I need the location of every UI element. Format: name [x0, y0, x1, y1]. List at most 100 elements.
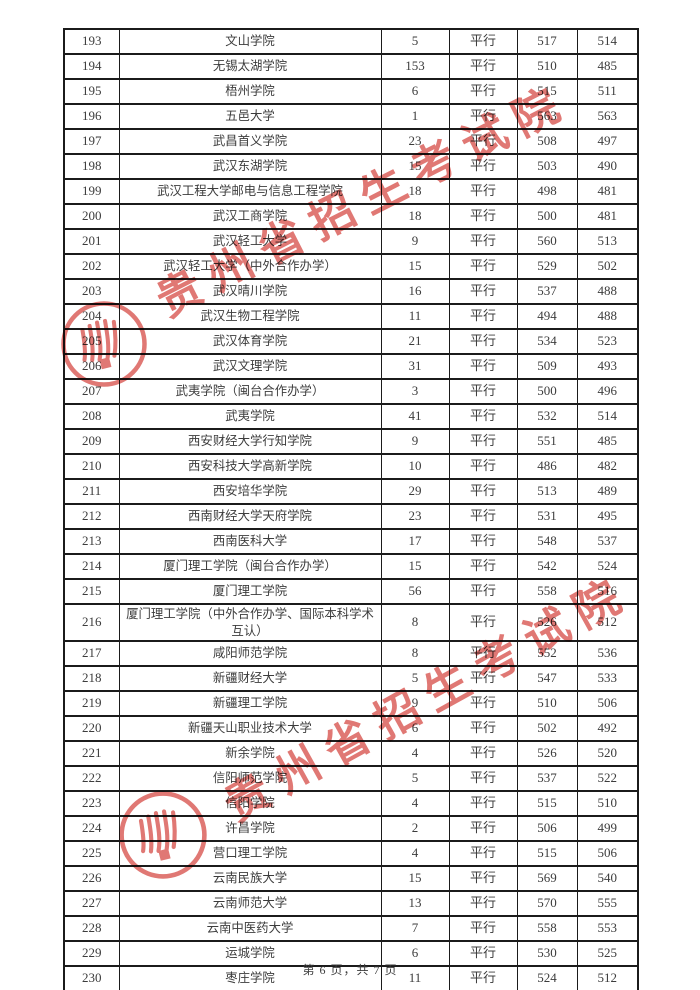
table-cell: 4 [380, 840, 450, 867]
table-cell: 537 [576, 528, 639, 555]
table-cell: 508 [516, 128, 578, 155]
table-cell: 平行 [448, 890, 518, 917]
table-row: 228 云南中医药大学 7 平行 558 553 [63, 915, 639, 942]
table-cell: 204 [63, 303, 120, 330]
table-cell: 云南民族大学 [118, 865, 382, 892]
table-cell: 506 [516, 815, 578, 842]
table-cell: 199 [63, 178, 120, 205]
table-cell: 495 [576, 503, 639, 530]
table-cell: 220 [63, 715, 120, 742]
table-cell: 553 [576, 915, 639, 942]
table-cell: 515 [516, 790, 578, 817]
table-cell: 15 [380, 865, 450, 892]
table-cell: 513 [516, 478, 578, 505]
table-row: 213 西南医科大学 17 平行 548 537 [63, 528, 639, 555]
table-cell: 梧州学院 [118, 78, 382, 105]
table-cell: 485 [576, 428, 639, 455]
table-cell: 481 [576, 178, 639, 205]
table-row: 221 新余学院 4 平行 526 520 [63, 740, 639, 767]
table-row: 194 无锡太湖学院 153 平行 510 485 [63, 53, 639, 80]
table-cell: 525 [576, 940, 639, 967]
table-cell: 平行 [448, 503, 518, 530]
page-footer: 第 6 页，共 7 页 [302, 963, 398, 977]
table-cell: 560 [516, 228, 578, 255]
table-cell: 31 [380, 353, 450, 380]
table-cell: 510 [576, 790, 639, 817]
table-cell: 515 [516, 78, 578, 105]
table-cell: 209 [63, 428, 120, 455]
table-row: 197 武昌首义学院 23 平行 508 497 [63, 128, 639, 155]
table-cell: 平行 [448, 765, 518, 792]
table-cell: 1 [380, 103, 450, 130]
table-cell: 502 [576, 253, 639, 280]
table-cell: 平行 [448, 53, 518, 80]
table-cell: 新疆天山职业技术大学 [118, 715, 382, 742]
table-cell: 522 [576, 765, 639, 792]
table-cell: 武汉晴川学院 [118, 278, 382, 305]
table-cell: 平行 [448, 690, 518, 717]
table-cell: 平行 [448, 965, 518, 990]
table-cell: 494 [516, 303, 578, 330]
table-cell: 229 [63, 940, 120, 967]
table-cell: 218 [63, 665, 120, 692]
table-cell: 西安财经大学行知学院 [118, 428, 382, 455]
table-cell: 7 [380, 915, 450, 942]
table-cell: 481 [576, 203, 639, 230]
table-body: 193 文山学院 5 平行 517 514 194 无锡太湖学院 153 平行 510 485 195 梧… [63, 28, 639, 990]
table-cell: 武夷学院 [118, 403, 382, 430]
table-cell: 207 [63, 378, 120, 405]
table-cell: 563 [516, 103, 578, 130]
table-cell: 平行 [448, 78, 518, 105]
table-cell: 570 [516, 890, 578, 917]
table-cell: 213 [63, 528, 120, 555]
table-cell: 500 [516, 203, 578, 230]
table-row: 217 咸阳师范学院 8 平行 552 536 [63, 640, 639, 667]
table-cell: 500 [516, 378, 578, 405]
table-cell: 208 [63, 403, 120, 430]
table-cell: 222 [63, 765, 120, 792]
table-cell: 526 [516, 740, 578, 767]
table-cell: 9 [380, 428, 450, 455]
table-cell: 13 [380, 890, 450, 917]
table-cell: 534 [516, 328, 578, 355]
table-row: 222 信阳师范学院 5 平行 537 522 [63, 765, 639, 792]
table-cell: 许昌学院 [118, 815, 382, 842]
table-cell: 16 [380, 278, 450, 305]
table-cell: 226 [63, 865, 120, 892]
table-cell: 41 [380, 403, 450, 430]
table-cell: 新疆财经大学 [118, 665, 382, 692]
table-cell: 平行 [448, 478, 518, 505]
table-cell: 武汉轻工大学 [118, 228, 382, 255]
table-cell: 15 [380, 253, 450, 280]
table-cell: 23 [380, 503, 450, 530]
table-cell: 219 [63, 690, 120, 717]
table-cell: 489 [576, 478, 639, 505]
table-cell: 平行 [448, 640, 518, 667]
table-cell: 536 [576, 640, 639, 667]
table-cell: 513 [576, 228, 639, 255]
table-cell: 平行 [448, 253, 518, 280]
table-cell: 499 [576, 815, 639, 842]
table-row: 212 西南财经大学天府学院 23 平行 531 495 [63, 503, 639, 530]
table-cell: 56 [380, 578, 450, 605]
table-cell: 497 [576, 128, 639, 155]
table-cell: 206 [63, 353, 120, 380]
table-cell: 558 [516, 915, 578, 942]
table-cell: 531 [516, 503, 578, 530]
table-cell: 平行 [448, 865, 518, 892]
table-cell: 516 [576, 578, 639, 605]
table-cell: 4 [380, 740, 450, 767]
table-row: 201 武汉轻工大学 9 平行 560 513 [63, 228, 639, 255]
table-cell: 225 [63, 840, 120, 867]
table-cell: 215 [63, 578, 120, 605]
table-cell: 平行 [448, 453, 518, 480]
table-cell: 平行 [448, 578, 518, 605]
table-cell: 217 [63, 640, 120, 667]
table-row: 229 运城学院 6 平行 530 525 [63, 940, 639, 967]
table-cell: 506 [576, 690, 639, 717]
table-cell: 552 [516, 640, 578, 667]
table-cell: 咸阳师范学院 [118, 640, 382, 667]
table-cell: 17 [380, 528, 450, 555]
table-cell: 523 [576, 328, 639, 355]
table-cell: 武汉东湖学院 [118, 153, 382, 180]
